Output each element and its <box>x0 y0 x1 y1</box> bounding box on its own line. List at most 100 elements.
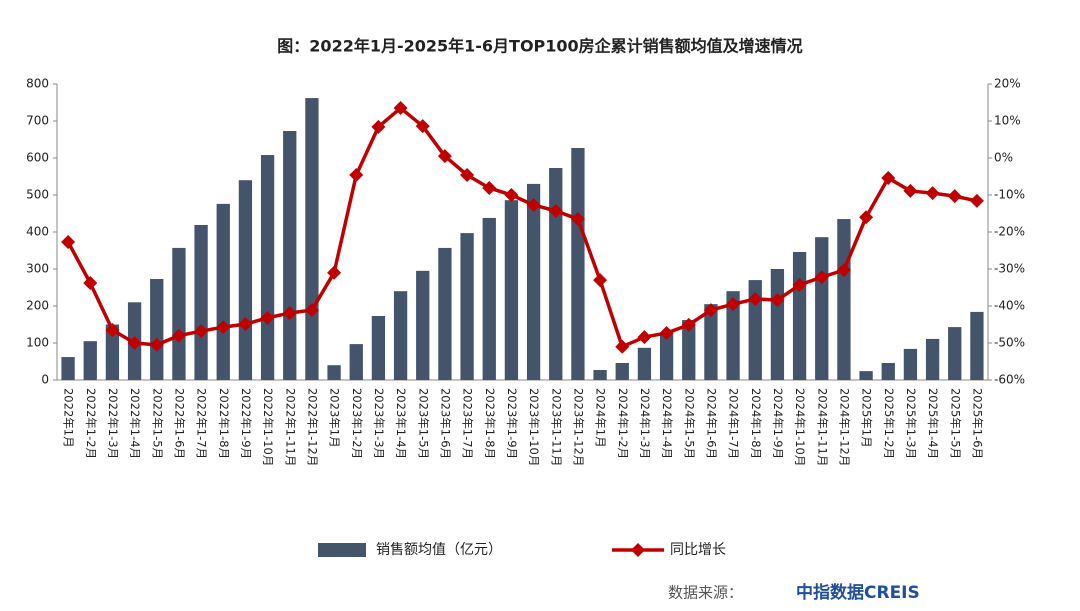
line-marker <box>881 170 896 185</box>
x-tick-label: 2022年1-4月 <box>128 388 142 459</box>
bar <box>859 371 873 380</box>
line-marker <box>393 101 408 116</box>
x-tick-label: 2025年1-3月 <box>904 388 918 459</box>
line-marker <box>726 297 741 312</box>
x-tick-label: 2025年1-2月 <box>882 388 896 459</box>
x-tick-label: 2022年1-11月 <box>283 388 297 466</box>
bar <box>682 320 696 380</box>
line-marker <box>703 303 718 318</box>
bar <box>416 270 430 380</box>
line-marker <box>637 330 652 345</box>
x-tick-label: 2022年1-8月 <box>217 388 231 459</box>
bar <box>260 155 275 380</box>
line-marker <box>61 234 76 249</box>
line-marker <box>969 193 984 208</box>
y2-tick-label: -30% <box>994 262 1025 276</box>
legend-swatch <box>318 543 366 557</box>
line-marker <box>260 310 275 325</box>
x-tick-label: 2024年1-5月 <box>682 388 696 459</box>
line-marker <box>925 186 940 201</box>
bar <box>238 180 253 380</box>
bar <box>172 247 186 380</box>
x-tick-label: 2024年1-4月 <box>660 388 674 459</box>
line-marker <box>548 203 563 218</box>
y-tick-label: 800 <box>26 77 49 91</box>
chart-title: 图：2022年1月-2025年1-6月TOP100房企累计销售额均值及增速情况 <box>277 37 802 56</box>
x-tick-label: 2023年1-7月 <box>461 388 475 459</box>
line-marker <box>171 328 186 343</box>
line-marker <box>570 212 585 227</box>
line-marker <box>814 270 829 285</box>
x-tick-label: 2022年1月 <box>62 388 76 448</box>
x-tick-label: 2023年1-2月 <box>350 388 364 459</box>
x-tick-label: 2024年1-6月 <box>704 388 718 459</box>
bar <box>526 183 541 380</box>
bar <box>504 200 519 380</box>
bar <box>637 347 652 380</box>
line-marker <box>615 339 630 354</box>
x-tick-label: 2024年1-8月 <box>749 388 763 459</box>
y2-tick-label: -40% <box>994 299 1025 313</box>
y-tick-label: 400 <box>26 225 49 239</box>
bar <box>61 357 75 380</box>
line-marker <box>460 168 475 183</box>
y-tick-label: 0 <box>41 373 49 387</box>
bar <box>371 315 386 380</box>
bar <box>615 362 629 380</box>
y-tick-label: 600 <box>26 151 49 165</box>
bar <box>903 348 918 380</box>
line-marker <box>770 293 785 308</box>
x-tick-label: 2023年1-11月 <box>549 388 563 466</box>
y2-tick-label: -20% <box>994 225 1025 239</box>
bar <box>837 219 851 380</box>
y2-tick-label: -60% <box>994 373 1025 387</box>
bar <box>704 304 718 380</box>
line-marker <box>482 180 497 195</box>
line-marker <box>415 119 430 134</box>
x-tick-label: 2023年1-10月 <box>527 388 541 466</box>
source: 中指数据CREIS <box>796 582 920 603</box>
y-tick-label: 200 <box>26 299 49 313</box>
line-marker <box>659 326 674 341</box>
line-marker <box>194 324 209 339</box>
line-marker <box>371 119 386 134</box>
x-tick-label: 2024年1-10月 <box>793 388 807 466</box>
x-tick-label: 2024年1月 <box>594 388 608 448</box>
y-tick-label: 500 <box>26 188 49 202</box>
bar <box>925 338 940 380</box>
x-tick-label: 2023年1-4月 <box>394 388 408 459</box>
x-tick-label: 2023年1-8月 <box>483 388 497 459</box>
line-marker <box>526 197 541 212</box>
y2-tick-label: 0% <box>994 151 1013 165</box>
line-marker <box>127 336 142 350</box>
bar <box>216 203 230 380</box>
bar <box>593 370 607 380</box>
x-tick-label: 2024年1-11月 <box>815 388 829 466</box>
bar <box>283 130 297 380</box>
y-tick-label: 700 <box>26 114 49 128</box>
x-tick-label: 2022年1-7月 <box>195 388 209 459</box>
x-tick-label: 2022年1-3月 <box>106 388 120 459</box>
bar <box>327 365 341 380</box>
x-tick-label: 2025年1-5月 <box>948 388 962 459</box>
line-marker <box>593 273 608 288</box>
x-tick-label: 2023年1-3月 <box>372 388 386 459</box>
x-tick-label: 2023年1-6月 <box>438 388 452 459</box>
line-marker <box>947 189 962 204</box>
bar <box>105 324 120 380</box>
bar <box>659 333 674 380</box>
bar <box>770 269 785 380</box>
x-tick-label: 2022年1-12月 <box>305 388 319 466</box>
line-marker <box>282 306 297 321</box>
y2-tick-label: -50% <box>994 336 1025 350</box>
y-tick-label: 300 <box>26 262 49 276</box>
bar <box>748 280 762 380</box>
x-tick-label: 2024年1-7月 <box>727 388 741 459</box>
x-tick-label: 2023年1-12月 <box>571 388 585 466</box>
line-marker <box>349 168 364 183</box>
line-marker <box>681 317 696 332</box>
line-marker <box>504 188 519 202</box>
x-tick-label: 2023年1-5月 <box>416 388 430 459</box>
line-marker <box>105 323 120 338</box>
